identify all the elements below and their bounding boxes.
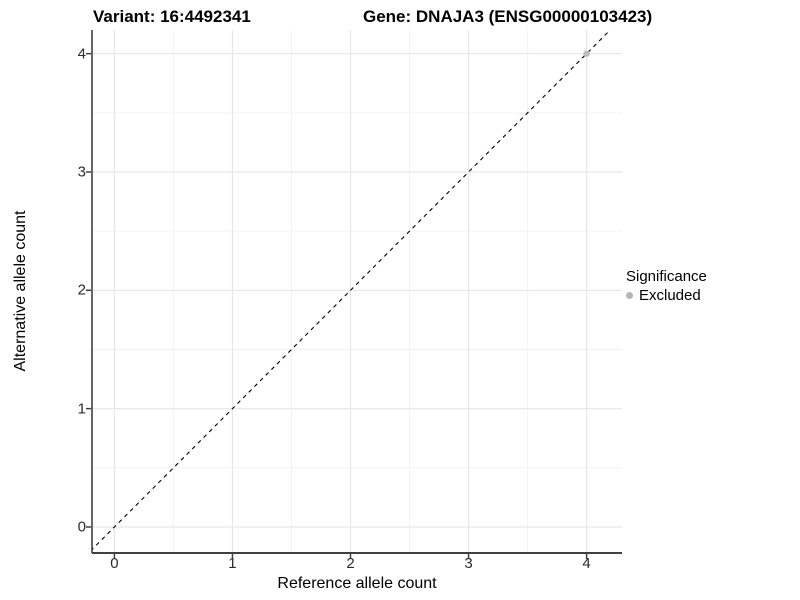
plot-title-gene: Gene: DNAJA3 (ENSG00000103423) [363, 7, 653, 26]
y-axis-title: Alternative allele count [12, 210, 29, 372]
y-tick-label: 2 [77, 281, 86, 299]
x-tick-label: 1 [228, 555, 237, 572]
y-tick-label: 3 [77, 163, 86, 181]
legend-title: Significance [626, 268, 707, 285]
x-tick-label: 3 [464, 555, 473, 572]
y-tick-label: 4 [77, 45, 86, 63]
y-tick-label: 1 [77, 400, 86, 418]
x-tick-label: 4 [582, 555, 591, 572]
legend-item-excluded: Excluded [626, 286, 707, 305]
x-tick-label: 0 [110, 555, 119, 572]
y-tick-label: 0 [77, 518, 86, 536]
x-axis-title: Reference allele count [277, 575, 437, 592]
data-point-excluded [583, 50, 590, 57]
legend: Significance Excluded [626, 267, 707, 305]
plot-title-variant: Variant: 16:4492341 [93, 7, 251, 26]
legend-item-label: Excluded [639, 287, 701, 304]
x-tick-label: 2 [346, 555, 355, 572]
plot-panel [86, 30, 622, 559]
identity-line [92, 30, 611, 551]
excluded-point-icon [626, 292, 633, 299]
